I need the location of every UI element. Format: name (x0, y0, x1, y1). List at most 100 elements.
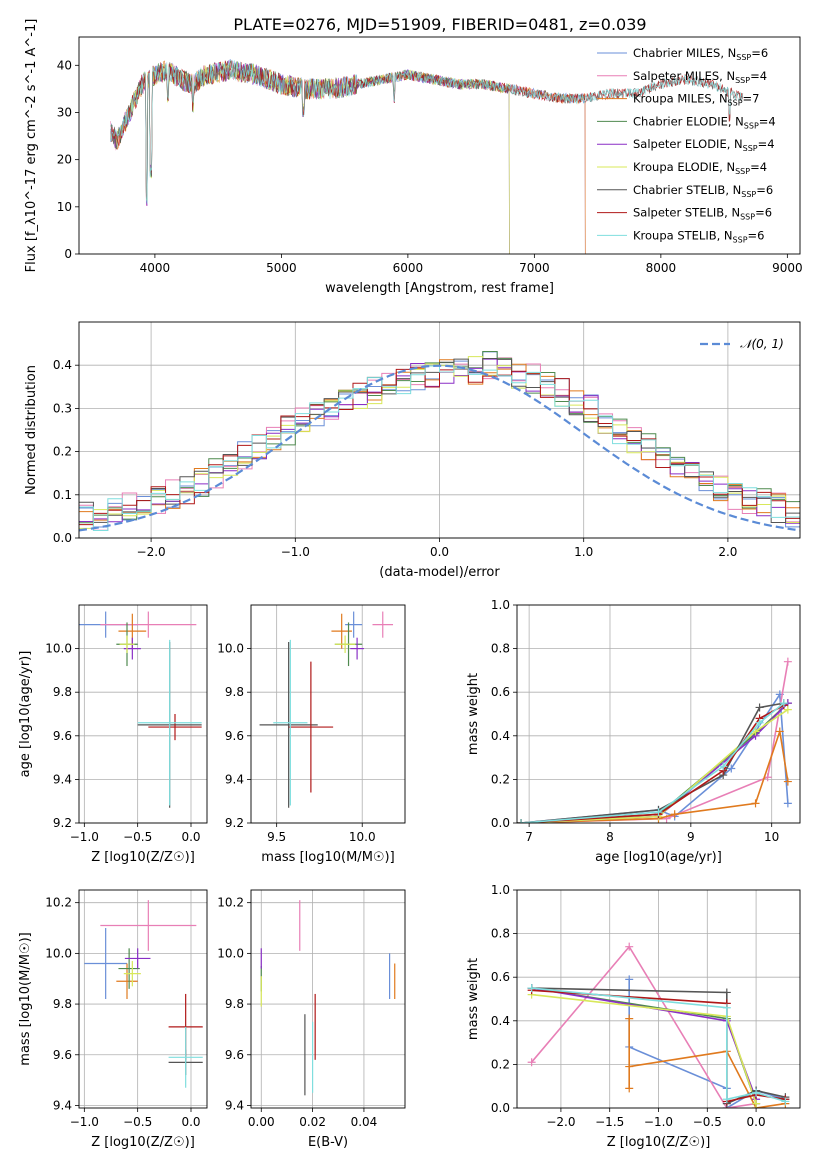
mass-weight-marker (755, 718, 764, 727)
y-tick-label: 30 (57, 105, 72, 119)
x-tick-label: 8000 (646, 261, 677, 275)
axes-frame (516, 889, 801, 1109)
y-tick-label: 0.2 (491, 1057, 510, 1071)
x-tick-label: 6000 (393, 261, 424, 275)
mass-weight-marker (783, 799, 792, 808)
y-tick-label: 1.0 (491, 598, 510, 612)
y-tick-label: 9.6 (225, 729, 244, 743)
y-tick-label: 0.3 (53, 401, 72, 415)
x-tick-label: 9000 (772, 261, 803, 275)
axes-frame (250, 604, 406, 824)
mass-weight-marker (670, 810, 679, 819)
y-tick-label: 10 (57, 200, 72, 214)
mass-weight-line (530, 945, 757, 1108)
plot-area (260, 900, 396, 1096)
panel-7: 0.00 0.02 0.04 9.4 9.6 9.8 10.0 10.2 E(B-V) (217, 889, 406, 1150)
axes-frame (78, 889, 208, 1109)
x-axis-label: (data-model)/error (379, 565, 500, 580)
mass-weight-marker (527, 1058, 536, 1067)
legend-label: Salpeter ELODIE, NSSP=4 (633, 137, 775, 153)
mass-weight-marker (783, 777, 792, 786)
y-axis-label: Flux [f_λ10^-17 erg cm^-2 s^-1 A^-1] (24, 19, 39, 273)
plot-area (84, 900, 203, 1088)
y-tick-label: 0.4 (491, 729, 510, 743)
panel-3: −1.0 −0.5 0.0 9.2 9.4 9.6 9.8 10.0 Z [log10(Z/Z☉… (18, 604, 208, 865)
plot-area (517, 657, 792, 823)
y-tick-label: 9.4 (53, 772, 72, 786)
y-tick-label: 10.0 (45, 946, 72, 960)
legend: Chabrier MILES, NSSP=6 Salpeter MILES, NS… (597, 46, 776, 244)
axes-frame (516, 604, 801, 824)
legend-label: 𝒩(0, 1) (740, 337, 784, 351)
plot-area (259, 611, 394, 808)
y-tick-label: 20 (57, 153, 72, 167)
mass-weight-line (520, 731, 789, 823)
mass-weight-marker (752, 1088, 761, 1097)
panel-8: −2.0 −1.5 −1.0 −0.5 0.0 0.0 0.2 0.4 0.6 0.8 1.0 Z [… (466, 883, 801, 1150)
x-tick-label: −1.5 (595, 1115, 624, 1129)
y-tick-label: 9.6 (53, 1048, 72, 1062)
plot-area (79, 611, 202, 808)
x-tick-label: 0.00 (248, 1115, 275, 1129)
legend-label: Kroupa STELIB, NSSP=6 (633, 228, 764, 244)
mass-weight-marker (751, 799, 760, 808)
axes-frame (78, 604, 208, 824)
y-tick-label: 10.2 (217, 896, 244, 910)
x-tick-label: 0.0 (181, 830, 200, 844)
plot-area (79, 350, 800, 532)
panel-1: 4000 5000 6000 7000 8000 9000 0 10 20 30 40 wavelen… (24, 19, 803, 296)
normal-curve (79, 364, 800, 532)
plot-area (527, 942, 790, 1108)
x-tick-label: −0.5 (123, 830, 152, 844)
panel-5: 7 8 9 10 0.0 0.2 0.4 0.6 0.8 1.0 age [log10(age/yr… (466, 598, 801, 865)
x-tick-label: 2.0 (718, 545, 737, 559)
y-tick-label: 9.2 (225, 816, 244, 830)
x-tick-label: −1.0 (644, 1115, 673, 1129)
y-tick-label: 9.6 (225, 1048, 244, 1062)
y-tick-label: 40 (57, 58, 72, 72)
mass-weight-marker (727, 764, 736, 773)
histogram-step (79, 366, 800, 526)
x-tick-label: 8 (606, 830, 614, 844)
mass-weight-line (628, 1018, 786, 1108)
mass-weight-marker (625, 1062, 634, 1071)
x-axis-label: Z [log10(Z/Z☉)] (91, 1135, 195, 1150)
mass-weight-marker (752, 1099, 761, 1108)
panel-2: −2.0 −1.0 0.0 1.0 2.0 0.0 0.1 0.2 0.3 0.4 (data-mo… (24, 321, 801, 580)
x-tick-label: 7 (525, 830, 533, 844)
x-tick-label: −0.5 (123, 1115, 152, 1129)
y-tick-label: 9.8 (225, 997, 244, 1011)
axes-frame (78, 321, 801, 539)
mass-weight-marker (654, 808, 663, 817)
mass-weight-marker (722, 988, 731, 997)
x-tick-label: −1.0 (281, 545, 310, 559)
x-tick-label: 5000 (266, 261, 297, 275)
spectrum-line (110, 59, 744, 204)
x-tick-label: −1.0 (70, 830, 99, 844)
y-tick-label: 1.0 (491, 883, 510, 897)
y-tick-label: 9.4 (225, 1098, 244, 1112)
mass-weight-marker (625, 1084, 634, 1093)
panel-6: −1.0 −0.5 0.0 9.4 9.6 9.8 10.0 10.2 Z [log10(Z/Z… (18, 889, 208, 1150)
y-tick-label: 0.2 (53, 445, 72, 459)
mass-weight-marker (779, 699, 788, 708)
axes-frame (250, 889, 406, 1109)
y-axis-label: mass weight (466, 673, 481, 755)
x-tick-label: 0.04 (351, 1115, 378, 1129)
legend-label: Chabrier MILES, NSSP=6 (633, 46, 768, 62)
legend-label: Chabrier STELIB, NSSP=6 (633, 183, 773, 199)
x-axis-label: Z [log10(Z/Z☉)] (607, 1135, 711, 1150)
mass-weight-marker (625, 1014, 634, 1023)
y-tick-label: 0.0 (53, 531, 72, 545)
y-tick-label: 9.2 (53, 816, 72, 830)
y-axis-label: Normed distribution (24, 365, 39, 495)
mass-weight-marker (527, 984, 536, 993)
x-tick-label: 0.02 (299, 1115, 326, 1129)
x-axis-label: mass [log10(M/M☉)] (261, 850, 394, 865)
mass-weight-marker (775, 727, 784, 736)
y-tick-label: 0.6 (491, 685, 510, 699)
legend-label: Salpeter MILES, NSSP=4 (633, 69, 767, 85)
x-tick-label: −1.0 (70, 1115, 99, 1129)
x-tick-label: 1.0 (574, 545, 593, 559)
y-axis-label: mass weight (466, 958, 481, 1040)
